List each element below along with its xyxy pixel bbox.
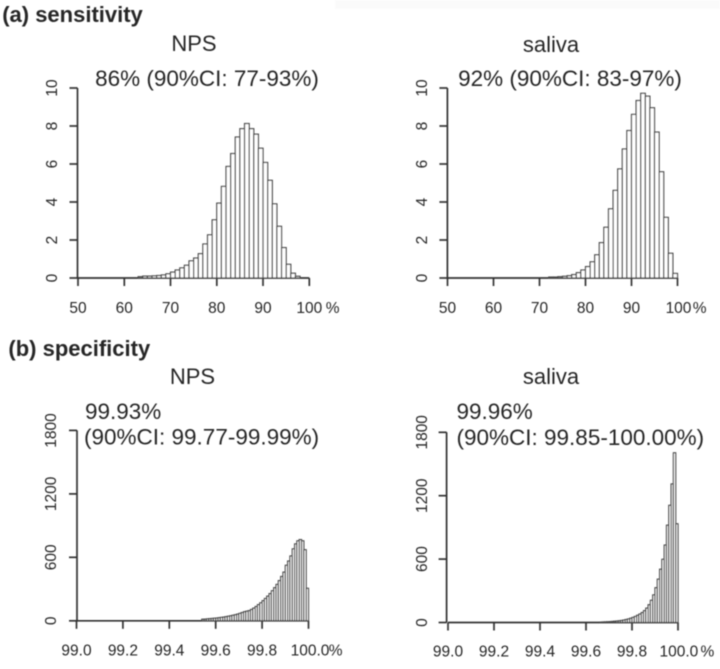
svg-text:2: 2 — [44, 236, 61, 245]
svg-text:(90%CI: 99.85-100.00%): (90%CI: 99.85-100.00%) — [457, 425, 705, 450]
svg-text:0: 0 — [44, 273, 61, 282]
svg-text:1800: 1800 — [43, 413, 60, 448]
svg-text:60: 60 — [485, 300, 503, 317]
svg-text:70: 70 — [531, 300, 549, 317]
svg-text:(90%CI: 99.77-99.99%): (90%CI: 99.77-99.99%) — [84, 424, 319, 449]
svg-text:50: 50 — [439, 300, 457, 317]
svg-text:99.4: 99.4 — [154, 643, 185, 660]
svg-text:%: % — [326, 300, 340, 317]
svg-text:100.0: 100.0 — [660, 643, 699, 660]
svg-text:100.0: 100.0 — [291, 643, 330, 660]
svg-text:600: 600 — [43, 544, 60, 570]
svg-text:4: 4 — [44, 197, 61, 206]
svg-text:4: 4 — [414, 197, 431, 206]
svg-text:86% (90%CI: 77-93%): 86% (90%CI: 77-93%) — [95, 66, 319, 91]
svg-text:10: 10 — [414, 79, 431, 97]
svg-text:100: 100 — [666, 300, 692, 317]
svg-text:99.4: 99.4 — [525, 643, 556, 660]
svg-text:99.96%: 99.96% — [457, 399, 533, 424]
svg-text:0: 0 — [43, 616, 60, 625]
svg-text:99.0: 99.0 — [61, 643, 92, 660]
svg-text:saliva: saliva — [523, 364, 580, 389]
svg-text:NPS: NPS — [170, 364, 215, 389]
svg-text:6: 6 — [414, 160, 431, 169]
svg-text:saliva: saliva — [523, 32, 580, 57]
svg-text:50: 50 — [69, 300, 87, 317]
svg-text:100: 100 — [296, 300, 322, 317]
svg-text:%: % — [329, 643, 343, 660]
svg-text:1200: 1200 — [414, 478, 431, 513]
svg-text:99.8: 99.8 — [617, 643, 647, 660]
svg-text:99.2: 99.2 — [479, 643, 509, 660]
svg-text:8: 8 — [414, 122, 431, 131]
svg-text:600: 600 — [414, 546, 431, 572]
svg-text:90: 90 — [254, 300, 272, 317]
svg-text:%: % — [693, 300, 707, 317]
svg-text:99.8: 99.8 — [247, 643, 277, 660]
svg-text:8: 8 — [44, 122, 61, 131]
svg-text:90: 90 — [623, 300, 641, 317]
svg-text:1800: 1800 — [414, 415, 431, 450]
svg-text:0: 0 — [414, 273, 431, 282]
svg-text:99.0: 99.0 — [433, 643, 464, 660]
svg-text:70: 70 — [162, 300, 180, 317]
svg-text:99.6: 99.6 — [201, 643, 231, 660]
svg-text:99.6: 99.6 — [571, 643, 601, 660]
svg-text:92% (90%CI: 83-97%): 92% (90%CI: 83-97%) — [458, 66, 682, 91]
svg-text:2: 2 — [414, 236, 431, 245]
svg-text:10: 10 — [44, 79, 61, 97]
svg-text:(a) sensitivity: (a) sensitivity — [2, 2, 143, 27]
svg-text:80: 80 — [577, 300, 595, 317]
svg-text:99.93%: 99.93% — [85, 399, 161, 424]
svg-text:1200: 1200 — [43, 476, 60, 511]
svg-text:99.2: 99.2 — [108, 643, 138, 660]
svg-text:NPS: NPS — [171, 31, 216, 56]
svg-text:(b) specificity: (b) specificity — [8, 336, 151, 361]
svg-text:80: 80 — [208, 300, 226, 317]
svg-text:%: % — [701, 643, 715, 660]
svg-text:0: 0 — [414, 618, 431, 627]
svg-text:60: 60 — [116, 300, 134, 317]
svg-text:6: 6 — [44, 160, 61, 169]
